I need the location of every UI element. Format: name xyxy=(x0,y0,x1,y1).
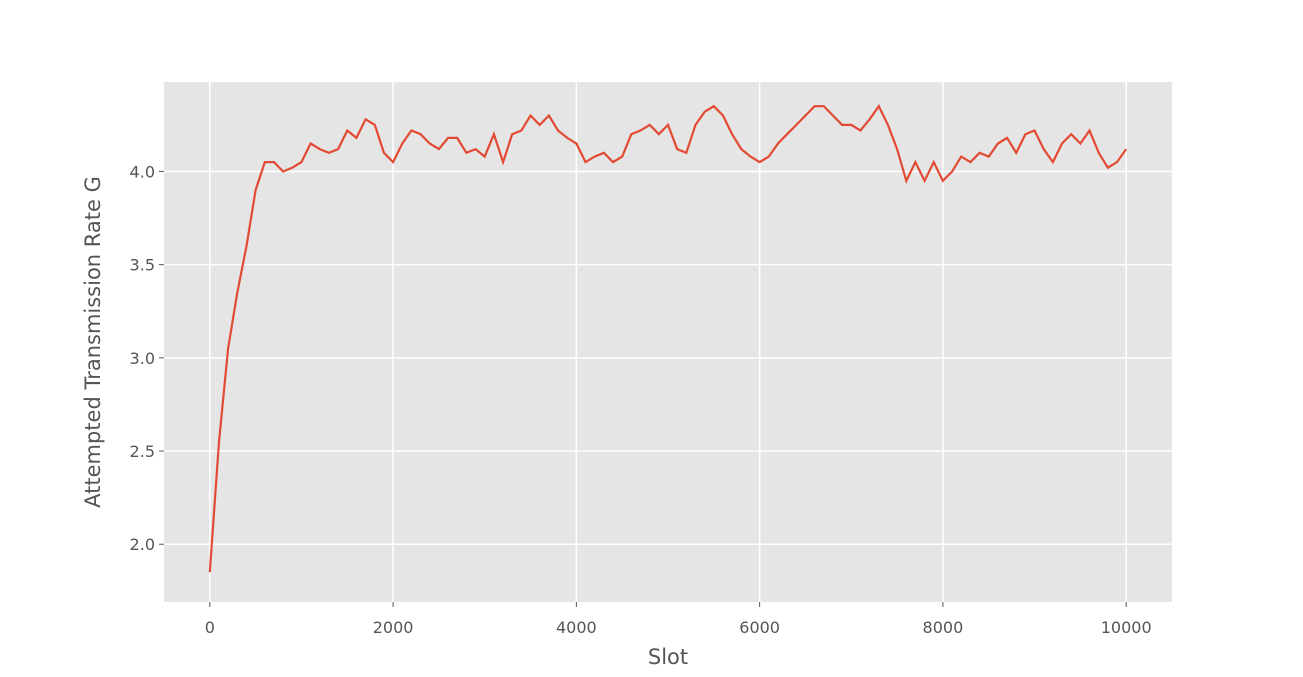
y-tick-label: 4.0 xyxy=(130,162,155,181)
x-tick-label: 4000 xyxy=(556,618,597,637)
plot-area xyxy=(164,82,1172,602)
x-tick-label: 2000 xyxy=(373,618,414,637)
x-tick-label: 0 xyxy=(205,618,215,637)
y-axis-label: Attempted Transmission Rate G xyxy=(81,176,105,508)
line-series xyxy=(208,104,1128,573)
y-tick-label: 2.5 xyxy=(130,442,155,461)
y-tick-label: 3.0 xyxy=(130,349,155,368)
x-tick-label: 10000 xyxy=(1101,618,1152,637)
y-tick-label: 2.0 xyxy=(130,535,155,554)
x-tick-label: 8000 xyxy=(923,618,964,637)
x-tick-label: 6000 xyxy=(739,618,780,637)
y-tick-label: 3.5 xyxy=(130,256,155,275)
x-axis-label: Slot xyxy=(648,645,688,669)
